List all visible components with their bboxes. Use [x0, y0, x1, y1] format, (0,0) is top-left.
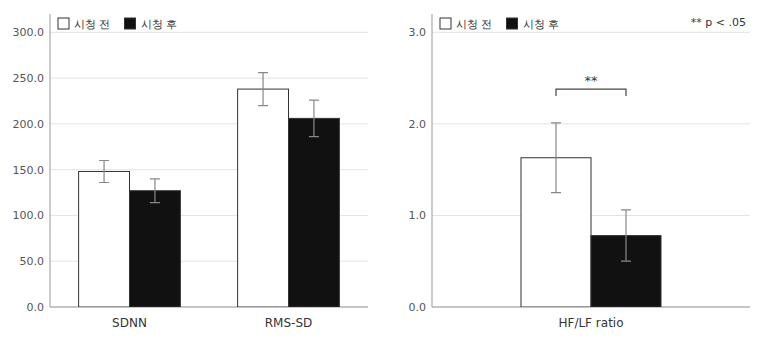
bracket-label: ** — [585, 73, 599, 88]
panel: 0.0 50.0 100.0 150.0 200.0 250.0 300.0 SDNN RMS-… — [13, 14, 369, 330]
y-tick-label: 50.0 — [20, 255, 45, 268]
grid-line — [50, 32, 368, 33]
legend-swatch — [58, 18, 69, 29]
legend-swatch — [440, 18, 451, 29]
x-tick-label: HF/LF ratio — [558, 316, 623, 330]
legend: 시청 전 시청 후 — [440, 18, 559, 31]
y-tick-label: 0.0 — [409, 301, 427, 314]
y-tick-label: 0.0 — [27, 301, 45, 314]
chart-root: 0.0 50.0 100.0 150.0 200.0 250.0 300.0 SDNN RMS-… — [0, 0, 764, 341]
bar — [79, 171, 130, 307]
grid-line — [432, 123, 750, 124]
panel: 0.0 1.0 2.0 3.0 HF/LF ratio 시청 전 시청 후 ** p < .0… — [409, 14, 751, 330]
legend-label: 시청 전 — [74, 18, 111, 31]
y-tick-label: 250.0 — [13, 72, 45, 85]
y-tick-label: 1.0 — [409, 209, 427, 222]
annotation: ** p < .05 — [691, 16, 746, 29]
y-tick-label: 300.0 — [13, 26, 45, 39]
y-tick-label: 200.0 — [13, 118, 45, 131]
error-bar — [551, 123, 561, 193]
error-bar — [258, 73, 268, 106]
legend-swatch — [125, 18, 136, 29]
marks — [79, 73, 340, 307]
x-tick-label: SDNN — [112, 316, 147, 330]
grid-line — [432, 32, 750, 33]
legend-label: 시청 전 — [456, 18, 493, 31]
marks — [521, 123, 661, 307]
error-bar — [99, 161, 109, 183]
error-bar — [621, 210, 631, 261]
y-tick-label: 100.0 — [13, 209, 45, 222]
error-bar — [150, 179, 160, 203]
legend-label: 시청 후 — [523, 18, 560, 31]
significance-bracket — [556, 89, 626, 96]
y-axis-line — [50, 14, 51, 307]
legend-swatch — [507, 18, 518, 29]
y-tick-label: 150.0 — [13, 164, 45, 177]
x-tick-label: RMS-SD — [265, 316, 313, 330]
legend-label: 시청 후 — [141, 18, 178, 31]
y-tick-label: 2.0 — [409, 118, 427, 131]
legend: 시청 전 시청 후 — [58, 18, 177, 31]
grid-line — [50, 78, 368, 79]
error-bar — [309, 100, 319, 137]
bar — [130, 191, 181, 307]
y-tick-label: 3.0 — [409, 26, 427, 39]
bar — [238, 89, 289, 307]
bar — [289, 118, 340, 307]
y-axis-line — [432, 14, 433, 307]
